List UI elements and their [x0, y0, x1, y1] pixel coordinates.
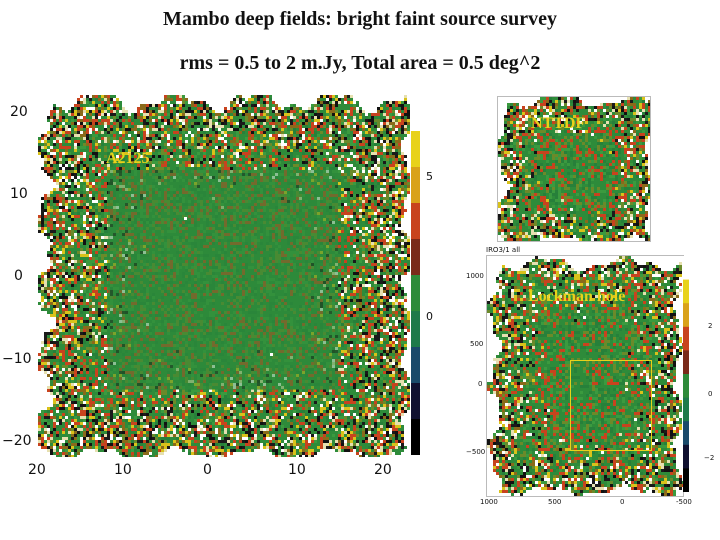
a2125-x-tick: 0 — [203, 462, 212, 478]
lockman-label: Lockman hole — [528, 288, 625, 306]
lockman-map — [486, 255, 684, 497]
lockman-x-tick: -500 — [676, 498, 692, 506]
nttdf-map — [497, 96, 651, 242]
a2125-y-tick: −10 — [2, 351, 32, 367]
lockman-colorbar-tick: −2 — [704, 454, 714, 462]
lockman-corner-label: IRO3/1 all — [486, 246, 520, 254]
a2125-y-tick: 0 — [14, 268, 23, 284]
a2125-y-tick: −20 — [2, 433, 32, 449]
lockman-y-tick: −500 — [466, 448, 485, 456]
figure-title: Mambo deep fields: bright faint source s… — [0, 8, 720, 31]
nttdf-label: NTTDF — [531, 115, 585, 133]
lockman-colorbar-tick: 0 — [708, 390, 712, 398]
a2125-x-tick: 10 — [288, 462, 306, 478]
a2125-label: A2125 — [106, 150, 150, 168]
lockman-x-tick: 1000 — [480, 498, 498, 506]
a2125-colorbar-tick: 0 — [426, 310, 433, 323]
lockman-colorbar — [683, 256, 689, 492]
lockman-x-tick: 500 — [548, 498, 561, 506]
a2125-colorbar — [411, 95, 420, 455]
a2125-colorbar-tick: 5 — [426, 170, 433, 183]
figure-subtitle: rms = 0.5 to 2 m.Jy, Total area = 0.5 de… — [0, 52, 720, 75]
a2125-map — [38, 95, 410, 457]
a2125-y-tick: 20 — [10, 104, 28, 120]
lockman-y-tick: 0 — [478, 380, 482, 388]
a2125-x-tick: 10 — [114, 462, 132, 478]
lockman-x-tick: 0 — [620, 498, 624, 506]
lockman-colorbar-tick: 2 — [708, 322, 712, 330]
lockman-y-tick: 1000 — [466, 272, 484, 280]
a2125-x-tick: 20 — [28, 462, 46, 478]
lockman-y-tick: 500 — [470, 340, 483, 348]
lockman-subregion-box — [570, 360, 652, 451]
a2125-y-tick: 10 — [10, 186, 28, 202]
a2125-x-tick: 20 — [374, 462, 392, 478]
